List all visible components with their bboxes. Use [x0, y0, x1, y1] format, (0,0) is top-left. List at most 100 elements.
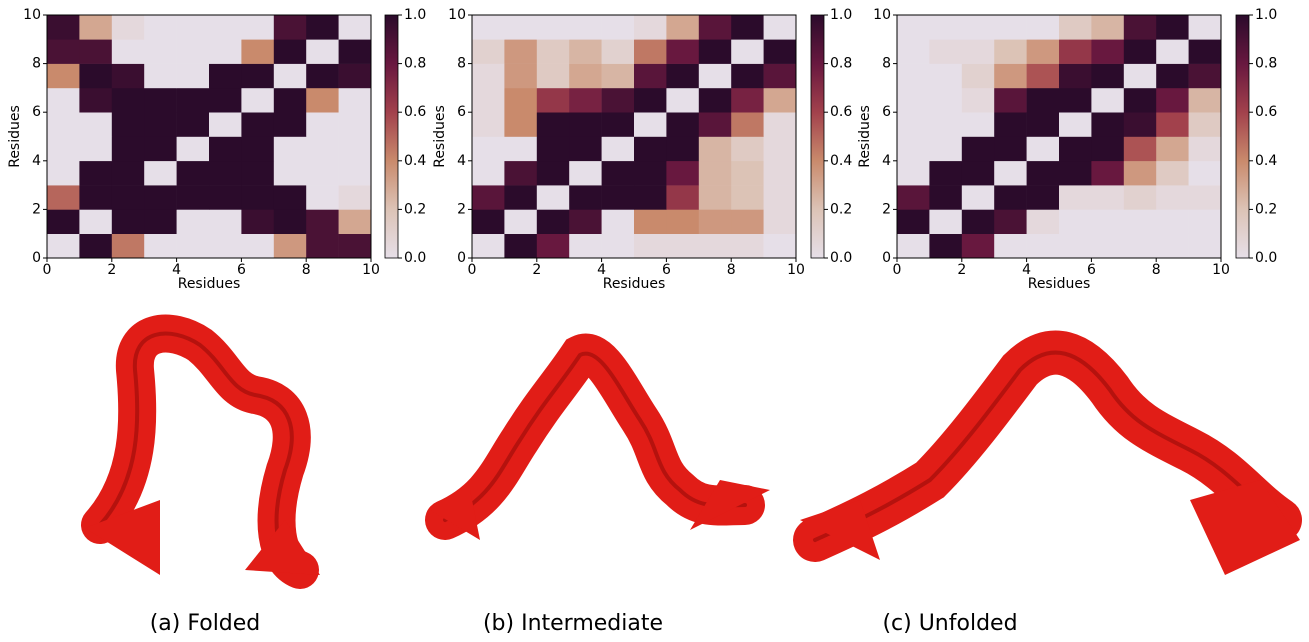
- heatmap-cell: [177, 15, 210, 40]
- heatmap-cell: [241, 209, 274, 234]
- heatmap-cell: [504, 234, 537, 259]
- heatmap-cell: [209, 39, 242, 64]
- heatmap-cell: [274, 209, 307, 234]
- heatmap-cell: [634, 161, 667, 186]
- heatmap-cell: [274, 137, 307, 162]
- heatmap-cell: [144, 161, 177, 186]
- heatmap-cell: [79, 161, 112, 186]
- heatmap-cell: [79, 39, 112, 64]
- heatmap-cell: [1156, 185, 1189, 210]
- heatmap-cell: [569, 161, 602, 186]
- heatmap-cell: [1059, 209, 1092, 234]
- y-tick-label: 6: [882, 104, 891, 120]
- heatmap-cell: [569, 15, 602, 40]
- heatmap-cell: [929, 88, 962, 113]
- heatmap-cell: [731, 234, 764, 259]
- colorbar-tick-label: 0.2: [1255, 201, 1277, 217]
- heatmap-cell: [731, 88, 764, 113]
- heatmap-cell: [602, 137, 635, 162]
- heatmap-cell: [79, 185, 112, 210]
- heatmap-cell: [666, 161, 699, 186]
- heatmap-cell: [764, 88, 797, 113]
- heatmap-cell: [79, 112, 112, 137]
- heatmap-cell: [339, 88, 372, 113]
- heatmap-cell: [144, 112, 177, 137]
- y-tick-label: 6: [32, 104, 41, 120]
- colorbar-tick-label: 0.4: [1255, 153, 1277, 169]
- heatmap-cell: [306, 137, 339, 162]
- heatmap-cell: [144, 64, 177, 89]
- heatmap-cell: [634, 39, 667, 64]
- heatmap-cell: [1027, 64, 1060, 89]
- colorbar-tick-label: 0.8: [404, 56, 426, 72]
- heatmap-cell: [472, 64, 505, 89]
- heatmap-cell: [112, 137, 145, 162]
- colorbar-tick-label: 0.6: [1255, 104, 1277, 120]
- heatmap-cell: [112, 112, 145, 137]
- heatmap-cell: [1027, 185, 1060, 210]
- y-tick-label: 6: [457, 104, 466, 120]
- y-tick-label: 4: [32, 153, 41, 169]
- heatmap-cell: [699, 112, 732, 137]
- heatmap-cell: [504, 64, 537, 89]
- y-tick-label: 4: [882, 153, 891, 169]
- heatmap-cell: [339, 64, 372, 89]
- heatmap-cell: [47, 209, 80, 234]
- ribbon-intermediate: [430, 354, 770, 540]
- heatmap-cell: [306, 161, 339, 186]
- colorbar-tick-label: 0.6: [830, 104, 852, 120]
- y-tick-label: 8: [882, 56, 891, 72]
- heatmap-cell: [144, 234, 177, 259]
- heatmap-cell: [929, 161, 962, 186]
- y-tick-label: 0: [882, 250, 891, 266]
- heatmap-cell: [897, 64, 930, 89]
- heatmap-cell: [177, 88, 210, 113]
- heatmap-cell: [306, 39, 339, 64]
- colorbar: [811, 15, 824, 258]
- heatmap-cell: [1156, 137, 1189, 162]
- heatmap-cell: [209, 185, 242, 210]
- heatmap-cell: [472, 112, 505, 137]
- heatmap-cell: [929, 209, 962, 234]
- heatmap-cell: [537, 112, 570, 137]
- heatmap-cell: [602, 39, 635, 64]
- y-tick-label: 0: [457, 250, 466, 266]
- heatmap-cell: [472, 39, 505, 64]
- heatmap-cell: [112, 39, 145, 64]
- heatmap-cell: [634, 112, 667, 137]
- heatmap-cell: [1124, 185, 1157, 210]
- heatmap-cell: [962, 39, 995, 64]
- x-tick-label: 10: [787, 262, 805, 278]
- heatmap-cell: [569, 64, 602, 89]
- x-tick-label: 8: [1152, 262, 1161, 278]
- heatmap-cell: [764, 161, 797, 186]
- heatmap-cell: [47, 234, 80, 259]
- colorbar-tick-label: 0.0: [830, 250, 852, 266]
- heatmap-cell: [306, 15, 339, 40]
- heatmap-cell: [504, 161, 537, 186]
- heatmap-cell: [274, 185, 307, 210]
- heatmap-cell: [897, 39, 930, 64]
- heatmap-cell: [1091, 64, 1124, 89]
- heatmap-cell: [1027, 137, 1060, 162]
- heatmap-cell: [537, 64, 570, 89]
- heatmap-cell: [1189, 209, 1222, 234]
- heatmap-cell: [177, 39, 210, 64]
- heatmap-cell: [241, 185, 274, 210]
- heatmap-cell: [537, 39, 570, 64]
- heatmap-cell: [994, 185, 1027, 210]
- heatmap-cell: [504, 15, 537, 40]
- heatmap-cell: [1124, 39, 1157, 64]
- caption: (a) Folded: [150, 611, 261, 636]
- heatmap-cell: [1091, 39, 1124, 64]
- colorbar-tick-label: 0.2: [830, 201, 852, 217]
- heatmap-cell: [897, 112, 930, 137]
- heatmap-cell: [897, 88, 930, 113]
- heatmap-cell: [472, 209, 505, 234]
- heatmap-cell: [112, 64, 145, 89]
- ribbon-folded: [85, 334, 320, 575]
- figure: 02468100246810ResiduesResidues0.00.20.40…: [0, 0, 1309, 638]
- heatmap-cell: [731, 39, 764, 64]
- heatmap-cell: [602, 234, 635, 259]
